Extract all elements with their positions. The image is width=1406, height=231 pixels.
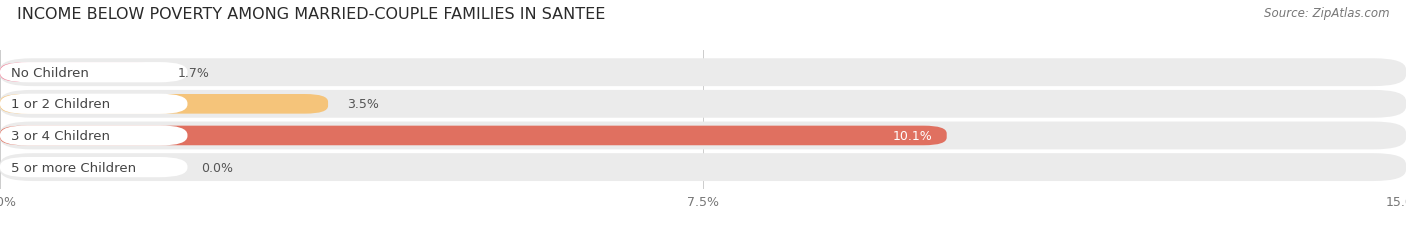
FancyBboxPatch shape [0,157,187,177]
Text: 10.1%: 10.1% [893,129,932,142]
Text: 0.0%: 0.0% [201,161,233,174]
FancyBboxPatch shape [0,154,1406,181]
FancyBboxPatch shape [0,59,1406,87]
Text: 5 or more Children: 5 or more Children [11,161,136,174]
FancyBboxPatch shape [0,126,946,146]
FancyBboxPatch shape [0,63,159,83]
FancyBboxPatch shape [0,94,187,114]
FancyBboxPatch shape [0,126,187,146]
Text: No Children: No Children [11,66,89,79]
FancyBboxPatch shape [0,95,328,114]
Text: 1.7%: 1.7% [179,66,209,79]
Text: 3 or 4 Children: 3 or 4 Children [11,129,110,142]
FancyBboxPatch shape [0,122,1406,150]
Text: INCOME BELOW POVERTY AMONG MARRIED-COUPLE FAMILIES IN SANTEE: INCOME BELOW POVERTY AMONG MARRIED-COUPL… [17,7,605,22]
FancyBboxPatch shape [0,63,187,83]
Text: 3.5%: 3.5% [347,98,378,111]
Text: Source: ZipAtlas.com: Source: ZipAtlas.com [1264,7,1389,20]
FancyBboxPatch shape [0,91,1406,118]
Text: 1 or 2 Children: 1 or 2 Children [11,98,111,111]
